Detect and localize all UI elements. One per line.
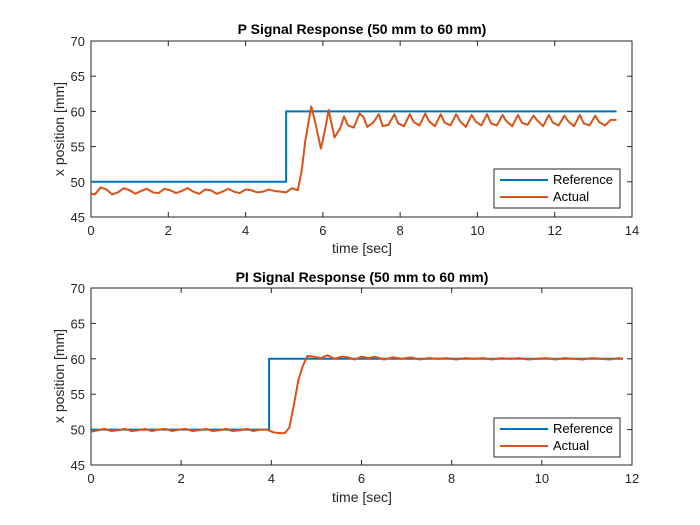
x-tick-label: 10 [535,471,549,486]
legend: Reference Actual [493,168,621,209]
series-line-actual [90,105,617,196]
legend-box [493,168,621,209]
x-tick-label: 14 [625,223,639,238]
legend-label-reference: Reference [553,172,613,187]
y-tick-label: 45 [71,458,85,473]
x-tick-label: 8 [448,471,455,486]
y-tick-label: 65 [71,316,85,331]
x-tick-label: 12 [625,471,639,486]
x-tick-label: 10 [470,223,484,238]
x-tick-label: 6 [358,471,365,486]
legend-box [493,417,621,458]
chart-title: PI Signal Response (50 mm to 60 mm) [236,269,489,285]
x-axis: 0 2 4 6 8 10 12 14 [87,41,639,238]
x-axis-label: time [sec] [332,489,392,505]
y-tick-label: 55 [71,387,85,402]
x-axis: 0 2 4 6 8 10 12 [87,288,639,486]
legend: Reference Actual [493,417,621,458]
y-tick-label: 60 [71,352,85,367]
x-axis-label: time [sec] [332,240,392,256]
x-tick-label: 4 [242,223,249,238]
x-tick-label: 4 [268,471,275,486]
x-tick-label: 2 [178,471,185,486]
y-tick-label: 55 [71,140,85,155]
y-axis-label: x position [mm] [51,329,67,423]
series-lines [90,105,617,196]
x-tick-label: 6 [319,223,326,238]
y-axis-label: x position [mm] [51,82,67,176]
series-line-actual [90,354,624,435]
y-axis: 45 50 55 60 65 70 [71,281,632,473]
y-axis: 45 50 55 60 65 70 [71,34,632,225]
y-tick-label: 70 [71,34,85,49]
legend-label-actual: Actual [553,438,589,453]
p-signal-plot: P Signal Response (50 mm to 60 mm) 45505… [51,21,639,256]
pi-signal-plot: PI Signal Response (50 mm to 60 mm) 4550… [51,269,639,505]
y-tick-label: 50 [71,175,85,190]
x-tick-label: 12 [547,223,561,238]
chart-title: P Signal Response (50 mm to 60 mm) [238,21,487,37]
legend-label-reference: Reference [553,421,613,436]
series-line-reference [91,110,617,183]
legend-label-actual: Actual [553,189,589,204]
series-lines [90,354,624,435]
x-tick-label: 8 [397,223,404,238]
x-tick-label: 2 [165,223,172,238]
y-tick-label: 50 [71,423,85,438]
x-tick-label: 0 [87,223,94,238]
x-tick-label: 0 [87,471,94,486]
y-tick-label: 70 [71,281,85,296]
y-tick-label: 45 [71,210,85,225]
y-tick-label: 65 [71,69,85,84]
y-tick-label: 60 [71,104,85,119]
